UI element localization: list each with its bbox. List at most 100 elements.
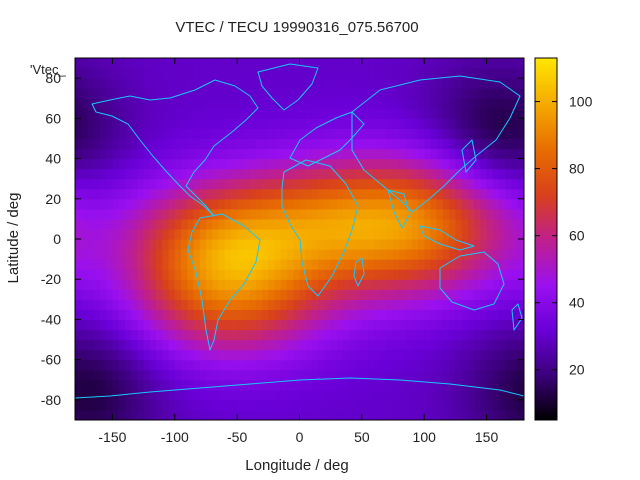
heatmap-cell	[405, 399, 413, 411]
heatmap-cell	[349, 269, 357, 280]
heatmap-cell	[106, 118, 114, 129]
heatmap-cell	[474, 208, 481, 220]
heatmap-cell	[430, 389, 438, 401]
heatmap-cell	[243, 98, 251, 109]
heatmap-cell	[81, 239, 89, 250]
heatmap-cell	[393, 138, 400, 150]
heatmap-cell	[193, 148, 201, 160]
heatmap-cell	[417, 369, 425, 381]
heatmap-cell	[499, 379, 506, 391]
heatmap-cell	[274, 349, 282, 361]
heatmap-cell	[230, 218, 238, 230]
heatmap-cell	[224, 309, 232, 321]
heatmap-cell	[411, 228, 419, 240]
x-tick-label: -150	[98, 429, 126, 445]
heatmap-cell	[249, 329, 257, 341]
x-tick-label: -50	[227, 429, 247, 445]
heatmap-cell	[486, 239, 494, 250]
heatmap-cell	[187, 148, 195, 160]
heatmap-cell	[187, 249, 195, 260]
heatmap-cell	[99, 269, 107, 280]
heatmap-cell	[249, 299, 257, 310]
heatmap-cell	[517, 188, 524, 200]
heatmap-cell	[212, 128, 220, 140]
heatmap-cell	[143, 269, 151, 280]
heatmap-cell	[131, 98, 138, 109]
heatmap-cell	[262, 218, 269, 230]
heatmap-cell	[517, 339, 524, 351]
heatmap-cell	[218, 269, 226, 280]
heatmap-cell	[268, 218, 276, 230]
heatmap-cell	[262, 58, 269, 69]
heatmap-cell	[124, 158, 132, 170]
heatmap-cell	[417, 279, 425, 290]
heatmap-cell	[324, 329, 332, 341]
heatmap-cell	[274, 399, 282, 411]
heatmap-cell	[442, 208, 450, 220]
heatmap-cell	[93, 138, 101, 150]
heatmap-cell	[424, 198, 432, 210]
heatmap-cell	[311, 369, 319, 381]
heatmap-cell	[436, 88, 444, 99]
heatmap-cell	[212, 379, 220, 391]
heatmap-cell	[280, 359, 288, 371]
coastline-overlay	[75, 63, 524, 399]
heatmap-cell	[212, 289, 220, 300]
heatmap-cell	[262, 168, 269, 180]
heatmap-cell	[287, 339, 294, 351]
heatmap-cell	[212, 399, 220, 411]
heatmap-cell	[461, 239, 469, 250]
heatmap-cell	[249, 359, 257, 371]
coast-south-america	[187, 213, 261, 351]
heatmap-cell	[143, 349, 151, 361]
heatmap-cell	[137, 339, 145, 351]
heatmap-cell	[436, 78, 444, 89]
heatmap-cell	[149, 58, 157, 69]
heatmap-cell	[461, 259, 469, 270]
heatmap-cell	[168, 228, 176, 240]
heatmap-cell	[417, 58, 425, 69]
heatmap-cell	[174, 329, 182, 341]
heatmap-cell	[399, 108, 407, 119]
heatmap-cell	[411, 158, 419, 170]
heatmap-cell	[131, 389, 138, 401]
heatmap-cell	[324, 158, 332, 170]
heatmap-cell	[93, 88, 101, 99]
heatmap-cell	[430, 329, 438, 341]
heatmap-cell	[174, 279, 182, 290]
heatmap-cell	[336, 379, 344, 391]
heatmap-cell	[143, 239, 151, 250]
heatmap-cell	[168, 399, 176, 411]
heatmap-cell	[81, 88, 89, 99]
heatmap-cell	[287, 239, 294, 250]
heatmap-cell	[293, 68, 301, 79]
heatmap-cell	[255, 208, 263, 220]
heatmap-cell	[517, 399, 524, 411]
heatmap-cell	[311, 168, 319, 180]
heatmap-cell	[455, 178, 463, 190]
heatmap-cell	[199, 309, 207, 321]
heatmap-cell	[324, 208, 332, 220]
heatmap-cell	[417, 218, 425, 230]
heatmap-cell	[318, 88, 326, 99]
heatmap-cell	[274, 369, 282, 381]
heatmap-cell	[511, 249, 519, 260]
heatmap-cell	[511, 339, 519, 351]
heatmap-cell	[99, 78, 107, 89]
heatmap-cell	[237, 108, 244, 119]
heatmap-cell	[143, 399, 151, 411]
heatmap-cell	[499, 88, 506, 99]
heatmap-cell	[87, 178, 95, 190]
heatmap-cell	[168, 198, 176, 210]
heatmap-cell	[293, 239, 301, 250]
heatmap-cell	[205, 98, 213, 109]
heatmap-cell	[174, 369, 182, 381]
heatmap-cell	[336, 68, 344, 79]
heatmap-cell	[455, 88, 463, 99]
heatmap-cell	[280, 188, 288, 200]
heatmap-cell	[311, 78, 319, 89]
heatmap-cell	[336, 198, 344, 210]
heatmap-cell	[81, 188, 89, 200]
heatmap-cell	[449, 178, 457, 190]
